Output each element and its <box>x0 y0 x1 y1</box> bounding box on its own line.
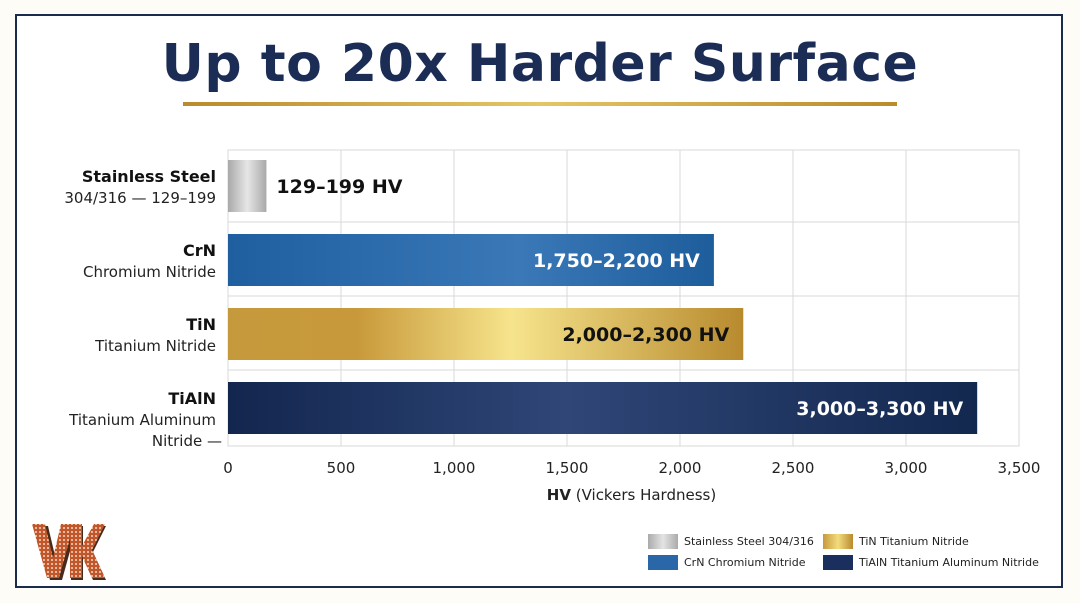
bar-stainless-steel <box>228 160 267 212</box>
x-axis-label: HV (Vickers Hardness) <box>547 486 716 504</box>
title-underline <box>183 102 897 106</box>
data-label: 129–199 HV <box>276 176 402 198</box>
x-tick-label: 500 <box>327 459 356 477</box>
chart-title: Up to 20x Harder Surface <box>161 34 919 94</box>
category-sublabel: Chromium Nitride <box>83 263 216 281</box>
legend-label: TiAlN Titanium Aluminum Nitride <box>859 556 1039 569</box>
x-tick-label: 2,000 <box>659 459 702 477</box>
x-tick-label: 0 <box>223 459 233 477</box>
bar-tin <box>228 308 744 360</box>
category-label: Stainless Steel <box>82 167 216 186</box>
category-label: CrN <box>183 241 216 260</box>
data-label: 2,000–2,300 HV <box>562 324 729 346</box>
legend-item-crn: CrN Chromium Nitride <box>648 555 805 570</box>
bar-tialn <box>228 382 978 434</box>
data-label: 3,000–3,300 HV <box>796 398 963 420</box>
legend-swatch <box>823 555 853 570</box>
legend-swatch <box>823 534 853 549</box>
x-tick-label: 3,000 <box>885 459 928 477</box>
x-tick-label: 3,500 <box>998 459 1041 477</box>
bar-crn <box>228 234 714 286</box>
legend-item-tialn: TiAlN Titanium Aluminum Nitride <box>823 555 1039 570</box>
vk-logo <box>30 522 106 584</box>
x-tick-label: 1,000 <box>433 459 476 477</box>
data-label: 1,750–2,200 HV <box>533 250 700 272</box>
x-tick-label: 1,500 <box>546 459 589 477</box>
legend-item-steel: Stainless Steel 304/316 <box>648 534 814 549</box>
category-label: TiN <box>186 315 216 334</box>
category-sublabel: 304/316 — 129–199 <box>64 189 216 207</box>
legend-label: TiN Titanium Nitride <box>859 535 969 548</box>
category-label: TiAlN <box>168 389 216 408</box>
category-sublabel: Nitride — <box>152 432 222 450</box>
legend-swatch <box>648 555 678 570</box>
x-tick-label: 2,500 <box>772 459 815 477</box>
category-sublabel: Titanium Nitride <box>94 337 216 355</box>
legend-swatch <box>648 534 678 549</box>
category-sublabel: Titanium Aluminum <box>68 411 216 429</box>
legend-label: Stainless Steel 304/316 <box>684 535 814 548</box>
legend-label: CrN Chromium Nitride <box>684 556 806 569</box>
legend-item-tin: TiN Titanium Nitride <box>823 534 969 549</box>
